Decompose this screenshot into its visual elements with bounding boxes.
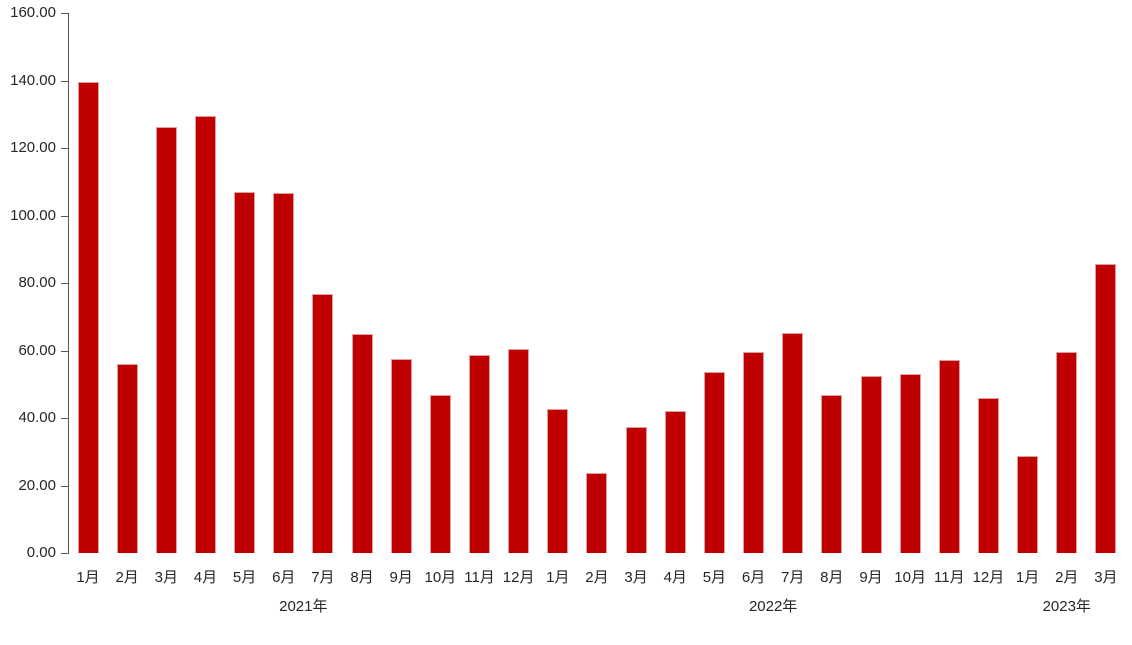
x-axis-month-label: 5月	[702, 569, 727, 586]
bar	[351, 333, 373, 553]
y-axis-tick-mark	[61, 485, 68, 487]
bar	[390, 358, 412, 553]
x-axis-month-label: 7月	[781, 569, 805, 586]
x-axis-month-label: 2月	[585, 569, 609, 586]
x-axis-month-label: 10月	[894, 569, 926, 586]
y-axis-tick-mark	[61, 283, 68, 284]
bar	[273, 192, 295, 553]
bar	[469, 355, 490, 553]
x-axis-month-label: 3月	[624, 569, 648, 586]
y-axis-tick-label: 140.00	[10, 71, 56, 89]
y-axis-tick-label: 80.00	[18, 274, 56, 291]
bar	[782, 333, 804, 553]
bar	[977, 397, 999, 553]
bar	[155, 127, 177, 553]
bar	[77, 82, 99, 553]
bar	[586, 472, 608, 553]
bar	[234, 191, 256, 553]
bar	[938, 359, 960, 553]
bar	[821, 395, 843, 553]
x-axis-month-label: 4月	[193, 569, 218, 586]
y-axis-tick-label: 120.00	[10, 139, 56, 156]
x-axis-month-label: 3月	[1094, 569, 1118, 586]
y-axis-tick-label: 160.00	[10, 4, 56, 21]
y-axis-tick-mark	[61, 148, 68, 149]
x-axis-month-label: 1月	[1015, 569, 1040, 586]
x-axis-month-label: 8月	[350, 569, 374, 586]
bar	[664, 410, 686, 553]
x-axis-month-label: 1月	[76, 569, 100, 586]
y-axis-tick-mark	[61, 215, 68, 217]
x-axis-month-label: 9月	[389, 569, 413, 586]
bar	[429, 394, 451, 553]
bar	[625, 426, 647, 553]
x-axis-month-label: 10月	[424, 569, 457, 586]
y-axis-tick-label: 40.00	[18, 409, 56, 426]
y-axis-tick-label: 60.00	[18, 341, 56, 359]
bar	[899, 374, 921, 553]
x-axis-month-label: 11月	[934, 569, 965, 586]
x-axis-month-label: 11月	[464, 569, 495, 586]
y-axis-tick-mark	[61, 418, 68, 419]
x-axis-month-label: 7月	[311, 569, 335, 586]
y-axis-line	[68, 13, 69, 554]
x-axis-month-label: 5月	[232, 569, 257, 586]
y-axis-tick-label: 100.00	[10, 206, 56, 224]
bar	[743, 351, 765, 553]
x-axis-month-label: 6月	[741, 569, 766, 586]
y-axis-tick-mark	[61, 350, 68, 352]
y-axis-tick-mark	[61, 13, 68, 14]
x-axis-year-label: 2023年	[1042, 598, 1091, 615]
x-axis-month-label: 2月	[1055, 569, 1079, 586]
bar	[1095, 264, 1117, 553]
x-axis-month-label: 2月	[115, 569, 139, 586]
y-axis-tick-mark	[61, 80, 68, 82]
y-axis-tick-label: 20.00	[18, 476, 56, 494]
x-axis-year-label: 2022年	[748, 598, 798, 615]
x-axis-month-label: 6月	[272, 569, 296, 586]
bar	[508, 349, 530, 553]
y-axis-tick-mark	[61, 553, 68, 554]
x-axis-month-label: 8月	[820, 569, 844, 586]
x-axis-month-label: 4月	[663, 569, 687, 586]
x-axis-month-label: 1月	[546, 569, 570, 586]
x-axis-year-label: 2021年	[279, 598, 328, 615]
y-axis-tick-label: 0.00	[26, 544, 56, 561]
x-axis-month-label: 3月	[154, 569, 178, 586]
bar	[1056, 351, 1078, 553]
bar	[312, 293, 334, 553]
bar	[194, 115, 216, 553]
x-axis-month-label: 12月	[972, 569, 1005, 586]
bar	[703, 371, 725, 553]
bar	[1017, 456, 1039, 553]
bar	[116, 364, 138, 553]
x-axis-month-label: 12月	[502, 569, 535, 586]
bar	[547, 408, 569, 553]
x-axis-month-label: 9月	[859, 569, 883, 586]
bar	[860, 376, 882, 553]
